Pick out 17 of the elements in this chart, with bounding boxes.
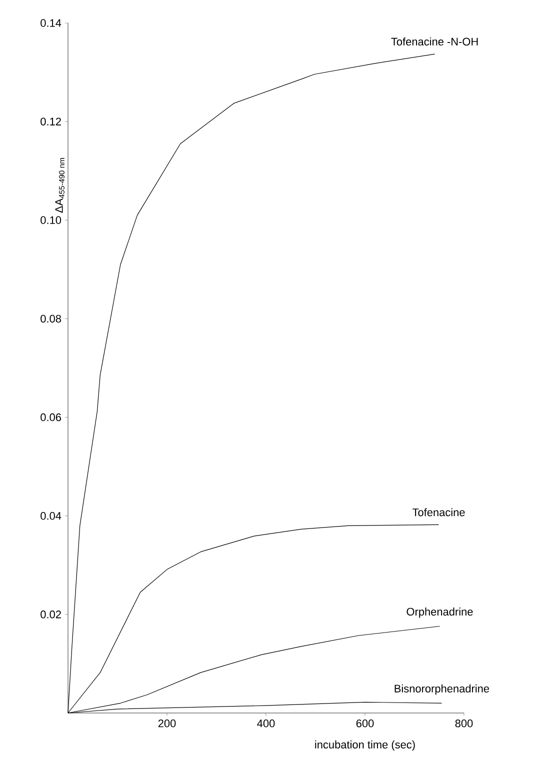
y-tick-label: 0.04	[40, 512, 62, 520]
series-label: Orphenadrine	[406, 608, 473, 618]
series-label: Tofenacine	[412, 508, 465, 516]
x-axis-title: incubation time (sec)	[315, 740, 415, 751]
y-tick-label: 0.12	[40, 118, 61, 126]
x-tick-label: 200	[158, 720, 176, 728]
x-tick-label: 400	[257, 720, 275, 728]
y-axis-title: ΔA$_{455-490 nm}$	[55, 158, 64, 213]
y-tick-label: 0.10	[40, 216, 62, 224]
y-tick-label: 0.06	[40, 413, 62, 422]
x-tick-label: 800	[455, 720, 473, 728]
x-tick-label: 600	[356, 720, 374, 728]
series-label: Bisnororphenadrine	[394, 684, 490, 695]
y-tick-label: 0.08	[40, 314, 62, 323]
y-tick-label: 0.14	[40, 19, 62, 27]
y-tick-label: 0.02	[40, 610, 61, 618]
series-label: Tofenacine -N-OH	[391, 37, 478, 46]
